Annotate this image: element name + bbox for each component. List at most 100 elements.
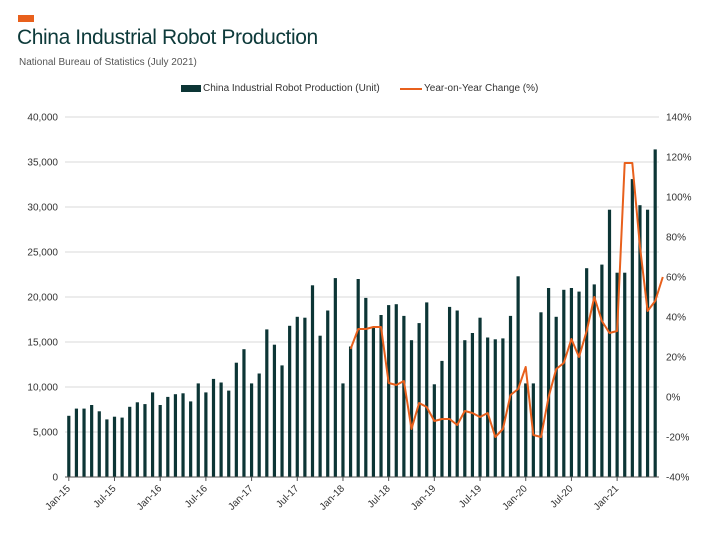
x-axis-tick-label: Jul-18 <box>366 483 393 510</box>
title-accent-bar <box>18 15 34 22</box>
production-bar <box>645 209 650 477</box>
right-axis-tick-label: 0% <box>666 393 681 404</box>
production-bar <box>364 297 368 477</box>
x-axis-tick-label: Jan-19 <box>409 483 439 513</box>
production-bar <box>585 268 589 477</box>
left-axis-tick-label: 35,000 <box>27 158 58 169</box>
production-bar <box>204 392 208 477</box>
yoy-change-line <box>349 162 664 438</box>
production-bar <box>105 419 109 477</box>
production-bar <box>158 405 162 477</box>
production-bar <box>135 402 139 477</box>
production-bar <box>120 417 124 477</box>
production-bar <box>524 383 528 477</box>
production-bar <box>74 408 79 477</box>
x-axis-tick-label: Jan-16 <box>135 483 165 513</box>
x-axis-tick-label: Jul-16 <box>183 483 210 510</box>
production-bar <box>379 315 383 477</box>
production-bar <box>394 304 398 477</box>
production-bar <box>432 384 436 477</box>
production-bar <box>318 335 322 477</box>
production-bar <box>493 339 497 477</box>
left-axis-tick-label: 25,000 <box>27 248 58 259</box>
production-bar <box>486 337 490 477</box>
right-axis-tick-label: 20% <box>666 353 686 364</box>
production-bar <box>546 288 551 477</box>
chart-subtitle: National Bureau of Statistics (July 2021… <box>19 57 197 68</box>
production-bar <box>600 264 604 477</box>
right-axis-tick-label: 60% <box>666 273 686 284</box>
legend: China Industrial Robot Production (Unit)… <box>0 83 720 97</box>
production-bar <box>173 394 178 477</box>
production-bar <box>569 288 574 477</box>
production-bar <box>227 390 231 477</box>
production-bar <box>181 393 185 477</box>
right-axis-tick-label: -40% <box>666 473 689 484</box>
x-axis-tick-label: Jul-15 <box>92 483 119 510</box>
production-bar <box>653 149 657 477</box>
production-bar <box>455 310 459 477</box>
production-bar <box>128 406 132 477</box>
chart-title: China Industrial Robot Production <box>17 26 318 49</box>
production-bar <box>630 179 634 477</box>
production-bar <box>326 310 330 477</box>
production-bar <box>592 284 596 477</box>
production-bar <box>425 302 429 477</box>
production-bar <box>310 285 315 477</box>
legend-bar-swatch <box>181 85 201 92</box>
right-axis-tick-label: 100% <box>666 193 692 204</box>
production-bar <box>234 362 238 477</box>
production-bar <box>189 401 193 477</box>
production-bar <box>615 272 619 477</box>
production-bar <box>470 333 475 477</box>
legend-line-swatch <box>400 87 422 90</box>
production-bar <box>409 340 414 477</box>
production-bar <box>333 278 337 477</box>
production-bar <box>143 404 147 477</box>
right-axis-tick-label: -20% <box>666 433 689 444</box>
production-bar <box>242 349 246 477</box>
right-axis-tick-label: 40% <box>666 313 686 324</box>
legend-label-yoy: Year-on-Year Change (%) <box>424 83 539 94</box>
production-bar <box>219 382 223 477</box>
production-bar <box>371 326 376 477</box>
production-bar <box>341 383 345 477</box>
left-axis-tick-label: 10,000 <box>27 383 58 394</box>
production-bar <box>272 344 277 477</box>
production-bar <box>463 340 467 477</box>
production-bar <box>417 323 421 477</box>
production-bar <box>501 338 505 477</box>
production-bar <box>447 306 452 477</box>
production-bar <box>97 411 101 477</box>
x-axis-tick-label: Jul-19 <box>457 483 484 510</box>
left-axis-tick-label: 30,000 <box>27 203 58 214</box>
production-bar <box>257 373 261 477</box>
legend-item-yoy: Year-on-Year Change (%) <box>400 83 538 94</box>
production-bar <box>249 383 254 477</box>
production-bar <box>356 279 360 477</box>
x-axis-tick-label: Jan-17 <box>226 483 256 513</box>
production-bar <box>288 325 292 477</box>
x-axis-tick-label: Jan-20 <box>500 483 530 513</box>
x-axis-tick-label: Jul-17 <box>274 483 301 510</box>
left-axis-tick-label: 5,000 <box>33 428 58 439</box>
x-axis-tick-label: Jan-18 <box>318 483 348 513</box>
production-bar <box>623 272 627 477</box>
production-bar <box>348 346 353 477</box>
x-axis-tick-label: Jul-20 <box>548 483 575 510</box>
production-bar <box>112 416 117 477</box>
production-bar <box>577 291 581 477</box>
right-axis-tick-label: 140% <box>666 113 692 124</box>
right-axis-tick-label: 120% <box>666 153 692 164</box>
left-axis-tick-label: 15,000 <box>27 338 58 349</box>
gridlines <box>65 116 659 433</box>
production-bar <box>90 405 94 477</box>
left-axis-tick-label: 20,000 <box>27 293 58 304</box>
production-bar <box>265 329 269 477</box>
x-axis-tick-label: Jan-15 <box>44 483 74 513</box>
x-axis-tick-label: Jan-21 <box>592 483 622 513</box>
right-axis-tick-label: 80% <box>666 233 686 244</box>
left-axis-tick-label: 0 <box>52 473 58 484</box>
production-bar <box>280 365 284 477</box>
